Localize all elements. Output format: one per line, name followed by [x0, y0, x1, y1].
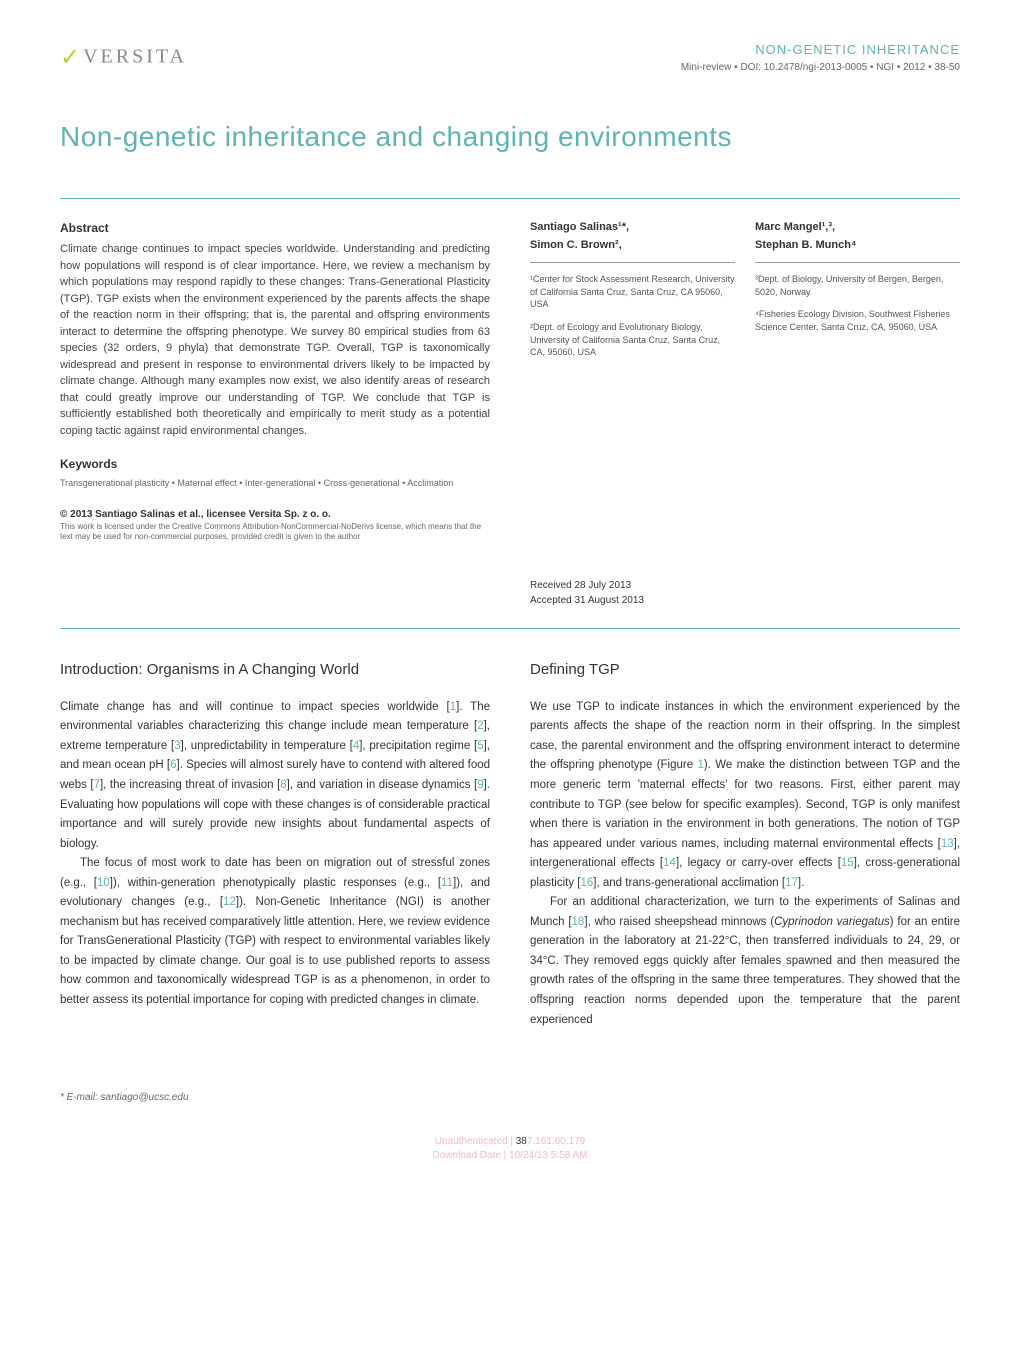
- defining-heading: Defining TGP: [530, 659, 960, 682]
- ref-13[interactable]: 13: [941, 838, 954, 850]
- ref-14[interactable]: 14: [663, 857, 676, 869]
- logo-text: VERSITA: [83, 46, 187, 68]
- intro-body: Climate change has and will continue to …: [60, 698, 490, 1011]
- divider-mid: [60, 628, 960, 629]
- page-header: ✓VERSITA NON-GENETIC INHERITANCE Mini-re…: [60, 40, 960, 76]
- accepted-date: Accepted 31 August 2013: [530, 593, 644, 608]
- doi-line: Mini-review • DOI: 10.2478/ngi-2013-0005…: [681, 60, 960, 75]
- license-title: © 2013 Santiago Salinas et al., licensee…: [60, 507, 490, 522]
- watermark: Unauthenticated | 387.161.60.179 Downloa…: [60, 1135, 960, 1163]
- author-2: Simon C. Brown²,: [530, 237, 735, 255]
- affil-3: ³Dept. of Biology, University of Bergen,…: [755, 273, 960, 298]
- meta-section: Abstract Climate change continues to imp…: [60, 219, 960, 542]
- ref-10[interactable]: 10: [97, 877, 110, 889]
- abstract-label: Abstract: [60, 219, 490, 237]
- journal-name: NON-GENETIC INHERITANCE: [681, 40, 960, 60]
- intro-p2: The focus of most work to date has been …: [60, 854, 490, 1010]
- species-name: Cyprinodon variegatus: [774, 916, 890, 928]
- abstract-column: Abstract Climate change continues to imp…: [60, 219, 490, 542]
- defining-p1: We use TGP to indicate instances in whic…: [530, 698, 960, 893]
- ref-16[interactable]: 16: [581, 877, 594, 889]
- publisher-logo: ✓VERSITA: [60, 40, 187, 76]
- content-section: Introduction: Organisms in A Changing Wo…: [60, 659, 960, 1030]
- dates-block: Received 28 July 2013 Accepted 31 August…: [530, 562, 960, 608]
- authors-left: Santiago Salinas¹*, Simon C. Brown², ¹Ce…: [530, 219, 735, 542]
- ref-18[interactable]: 18: [572, 916, 585, 928]
- right-column: Defining TGP We use TGP to indicate inst…: [530, 659, 960, 1030]
- defining-body: We use TGP to indicate instances in whic…: [530, 698, 960, 1030]
- journal-info: NON-GENETIC INHERITANCE Mini-review • DO…: [681, 40, 960, 75]
- watermark-line1: Unauthenticated | 387.161.60.179: [60, 1135, 960, 1149]
- license-text: This work is licensed under the Creative…: [60, 522, 490, 543]
- watermark-line2: Download Date | 10/24/13 5:58 AM: [60, 1149, 960, 1163]
- ref-17[interactable]: 17: [785, 877, 798, 889]
- divider-top: [60, 198, 960, 199]
- affil-4: ⁴Fisheries Ecology Division, Southwest F…: [755, 308, 960, 333]
- dates-row: Received 28 July 2013 Accepted 31 August…: [60, 562, 960, 608]
- authors-right: Marc Mangel¹,³, Stephan B. Munch⁴ ³Dept.…: [755, 219, 960, 542]
- ref-12[interactable]: 12: [223, 896, 236, 908]
- abstract-text: Climate change continues to impact speci…: [60, 241, 490, 439]
- intro-heading: Introduction: Organisms in A Changing Wo…: [60, 659, 490, 682]
- author-3: Marc Mangel¹,³,: [755, 219, 960, 237]
- affil-2: ²Dept. of Ecology and Evolutionary Biolo…: [530, 321, 735, 359]
- received-date: Received 28 July 2013: [530, 578, 644, 593]
- authors-column: Santiago Salinas¹*, Simon C. Brown², ¹Ce…: [530, 219, 960, 542]
- author-1: Santiago Salinas¹*,: [530, 219, 735, 237]
- license-block: © 2013 Santiago Salinas et al., licensee…: [60, 507, 490, 543]
- dates: Received 28 July 2013 Accepted 31 August…: [530, 578, 644, 608]
- author-divider: [530, 262, 735, 263]
- article-title: Non-genetic inheritance and changing env…: [60, 116, 960, 158]
- left-column: Introduction: Organisms in A Changing Wo…: [60, 659, 490, 1030]
- keywords-text: Transgenerational plasticity • Maternal …: [60, 477, 490, 491]
- defining-p2: For an additional characterization, we t…: [530, 893, 960, 1030]
- author-4: Stephan B. Munch⁴: [755, 237, 960, 255]
- intro-p1: Climate change has and will continue to …: [60, 698, 490, 854]
- page-number: 38: [516, 1136, 527, 1147]
- ref-11[interactable]: 11: [441, 877, 453, 889]
- keywords-label: Keywords: [60, 455, 490, 473]
- dates-spacer: [60, 562, 490, 608]
- author-divider-2: [755, 262, 960, 263]
- ref-15[interactable]: 15: [841, 857, 854, 869]
- logo-accent-icon: ✓: [60, 45, 83, 71]
- affil-1: ¹Center for Stock Assessment Research, U…: [530, 273, 735, 311]
- footer-email: * E-mail: santiago@ucsc.edu: [60, 1090, 960, 1105]
